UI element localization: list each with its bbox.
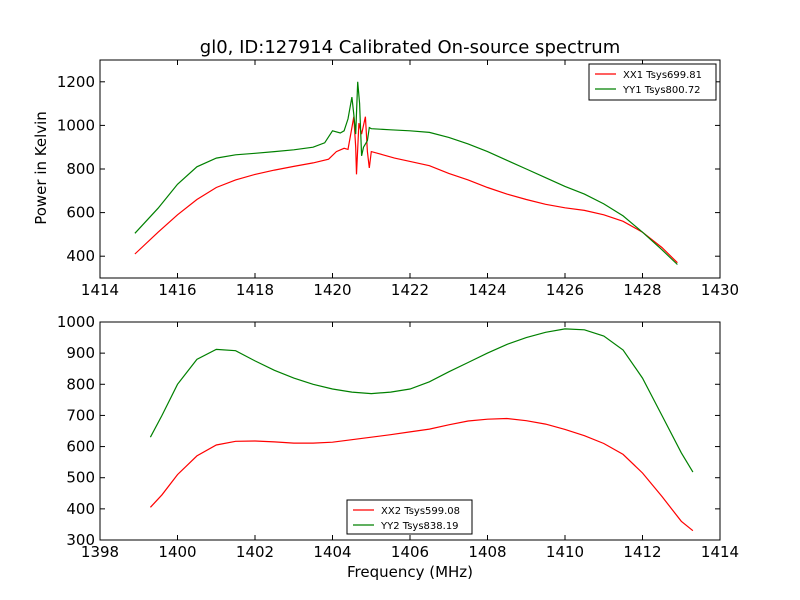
x-tick-label-0-6: 1426 <box>546 281 584 299</box>
x-tick-label-1-5: 1408 <box>468 543 506 561</box>
x-tick-label-1-8: 1414 <box>701 543 739 561</box>
y-tick-label-1-3: 600 <box>66 438 95 456</box>
x-axis-label: Frequency (MHz) <box>347 563 473 581</box>
x-tick-label-1-3: 1404 <box>313 543 351 561</box>
x-tick-label-0-5: 1424 <box>468 281 506 299</box>
x-tick-label-0-7: 1428 <box>623 281 661 299</box>
y-tick-label-1-1: 400 <box>66 500 95 518</box>
x-tick-label-1-6: 1410 <box>546 543 584 561</box>
x-tick-label-0-1: 1416 <box>158 281 196 299</box>
series-line-0-0 <box>134 116 678 264</box>
x-tick-label-0-0: 1414 <box>81 281 119 299</box>
x-tick-label-1-1: 1400 <box>158 543 196 561</box>
y-tick-label-1-5: 800 <box>66 375 95 393</box>
y-tick-label-0-4: 1200 <box>57 73 95 91</box>
top-panel: 1414 1416 1418 1420 1422 1424 1426 1428 1430 400 6… <box>57 59 739 299</box>
legend-box-0 <box>588 63 717 101</box>
series-line-1-1 <box>149 328 694 473</box>
x-tick-label-1-2: 1402 <box>236 543 274 561</box>
series-line-0-1 <box>134 81 678 265</box>
y-tick-label-1-0: 300 <box>66 531 95 549</box>
x-tick-label-1-4: 1406 <box>391 543 429 561</box>
y-tick-label-1-4: 700 <box>66 406 95 424</box>
y-axis-label: Power in Kelvin <box>32 111 50 225</box>
y-tick-label-0-2: 800 <box>66 160 95 178</box>
y-tick-label-0-3: 1000 <box>57 116 95 134</box>
x-tick-label-0-8: 1430 <box>701 281 739 299</box>
legend-label-1-1: YY2 Tsys838.19 <box>380 521 459 532</box>
y-tick-label-1-2: 500 <box>66 469 95 487</box>
legend-label-1-0: XX2 Tsys599.08 <box>381 506 460 517</box>
legend-label-0-0: XX1 Tsys699.81 <box>623 70 702 81</box>
series-line-1-0 <box>149 417 694 532</box>
y-tick-label-0-1: 600 <box>66 204 95 222</box>
y-tick-label-0-0: 400 <box>66 247 95 265</box>
x-tick-label-0-3: 1420 <box>313 281 351 299</box>
x-tick-label-1-0: 1398 <box>81 543 119 561</box>
legend-label-0-1: YY1 Tsys800.72 <box>622 85 701 96</box>
y-tick-label-1-7: 1000 <box>57 313 95 331</box>
legend-box-1 <box>346 499 473 535</box>
x-tick-label-0-4: 1422 <box>391 281 429 299</box>
y-tick-label-1-6: 900 <box>66 344 95 362</box>
chart-title: gl0, ID:127914 Calibrated On-source spec… <box>200 37 620 58</box>
bottom-panel: 1398 1400 1402 1404 1406 1408 1410 1412 1414 300 4… <box>57 313 739 561</box>
x-tick-label-0-2: 1418 <box>236 281 274 299</box>
x-tick-label-1-7: 1412 <box>623 543 661 561</box>
